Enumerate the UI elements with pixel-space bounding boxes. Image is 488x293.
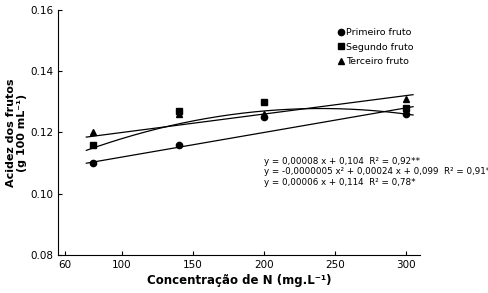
X-axis label: Concentração de N (mg.L⁻¹): Concentração de N (mg.L⁻¹) — [146, 275, 330, 287]
Text: y = 0,00008 x + 0,104  R² = 0,92**
y = -0,0000005 x² + 0,00024 x + 0,099  R² = 0: y = 0,00008 x + 0,104 R² = 0,92** y = -0… — [264, 157, 488, 187]
Y-axis label: Acidez dos frutos
(g 100 mL⁻¹): Acidez dos frutos (g 100 mL⁻¹) — [5, 78, 27, 187]
Legend: Primeiro fruto, Segundo fruto, Terceiro fruto: Primeiro fruto, Segundo fruto, Terceiro … — [336, 27, 415, 68]
